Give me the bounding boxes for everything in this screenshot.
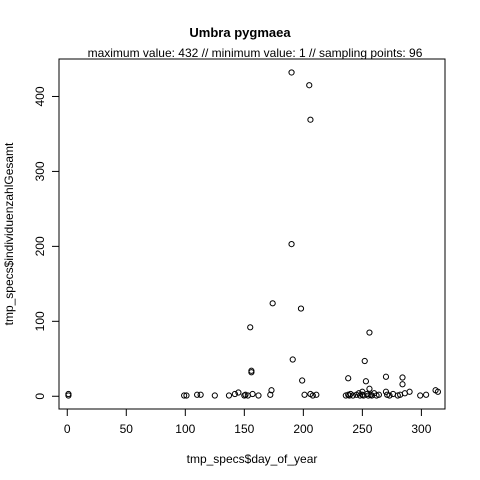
data-point	[362, 378, 370, 385]
data-point	[247, 324, 254, 331]
data-point	[367, 391, 374, 398]
data-point	[361, 357, 368, 365]
data-point	[231, 390, 238, 398]
data-point	[382, 388, 390, 395]
data-point	[255, 392, 262, 399]
data-point	[297, 305, 305, 312]
x-tick-label: 250	[352, 422, 372, 436]
data-point	[366, 329, 373, 336]
data-point	[183, 392, 190, 399]
y-axis: 0 100 200 300 400	[33, 86, 60, 400]
data-point	[386, 392, 393, 399]
y-tick-label: 200	[33, 236, 47, 256]
data-point	[399, 381, 406, 388]
data-point	[299, 377, 306, 384]
data-point	[225, 392, 233, 399]
data-point	[313, 391, 320, 398]
data-point	[269, 300, 276, 307]
data-point	[345, 375, 352, 382]
x-tick-label: 0	[64, 422, 71, 436]
data-point	[65, 390, 72, 398]
data-point	[406, 388, 413, 395]
y-tick-label: 100	[33, 311, 47, 331]
y-tick-label: 0	[33, 393, 47, 400]
data-point	[288, 69, 295, 76]
x-axis: 0 50 100 150 200 250 300	[64, 408, 432, 436]
data-point	[248, 367, 255, 374]
data-point	[375, 391, 382, 398]
data-point	[417, 392, 424, 399]
chart-subtitle: maximum value: 432 // minimum value: 1 /…	[88, 46, 423, 60]
data-point	[382, 373, 390, 380]
data-point	[194, 391, 201, 398]
data-point	[268, 387, 275, 394]
x-tick-label: 150	[234, 422, 254, 436]
data-point	[249, 390, 256, 398]
x-tick-label: 300	[411, 422, 431, 436]
y-tick-label: 400	[33, 86, 47, 106]
data-point	[197, 391, 204, 398]
data-point	[307, 116, 314, 123]
data-point	[309, 392, 316, 399]
data-point	[399, 374, 406, 381]
chart-title: Umbra pygmaea	[189, 25, 291, 40]
data-points	[65, 69, 442, 399]
y-tick-label: 300	[33, 161, 47, 181]
x-tick-label: 50	[120, 422, 134, 436]
data-point	[423, 391, 430, 398]
x-tick-label: 100	[175, 422, 195, 436]
data-point	[288, 241, 295, 248]
data-point	[366, 385, 373, 392]
data-point	[349, 392, 357, 399]
data-point	[434, 388, 442, 395]
x-axis-label: tmp_specs$day_of_year	[187, 452, 318, 466]
data-point	[211, 392, 218, 399]
plot-frame	[58, 58, 446, 410]
data-point	[346, 392, 353, 399]
x-tick-label: 200	[293, 422, 313, 436]
data-point	[235, 389, 242, 396]
data-point	[306, 82, 313, 89]
y-axis-label: tmp_specs$individuenzahlGesamt	[2, 142, 16, 325]
data-point	[181, 392, 188, 399]
data-point	[289, 356, 296, 363]
data-point	[241, 392, 248, 399]
data-point	[301, 391, 308, 398]
